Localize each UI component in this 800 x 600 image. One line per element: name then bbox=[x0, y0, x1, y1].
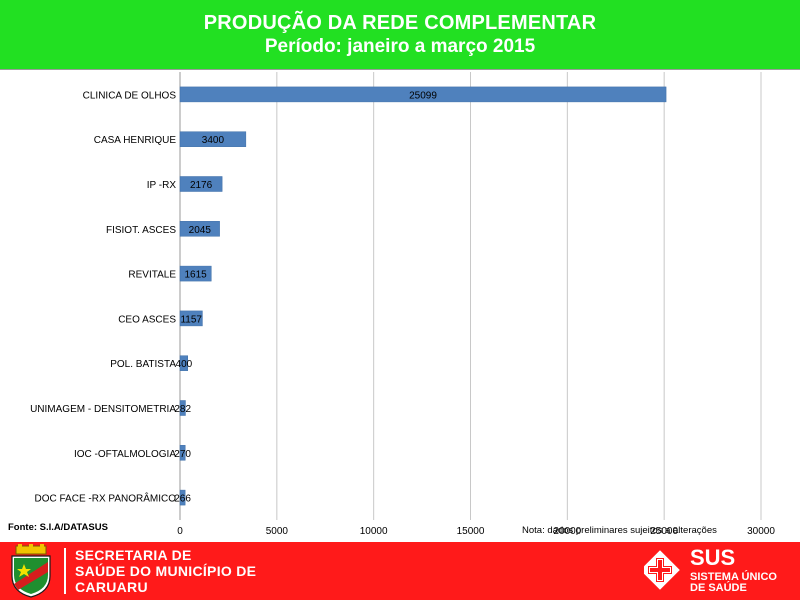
data-label: 25099 bbox=[409, 90, 437, 101]
x-tick-label: 25000 bbox=[650, 526, 678, 537]
category-label: IP -RX bbox=[147, 180, 177, 191]
sus-line-2: DE SAÚDE bbox=[690, 582, 747, 594]
data-label: 1157 bbox=[180, 314, 202, 325]
category-label: POL. BATISTA bbox=[110, 359, 176, 370]
category-label: CEO ASCES bbox=[118, 314, 176, 325]
page-title: PRODUÇÃO DA REDE COMPLEMENTAR bbox=[203, 12, 597, 34]
x-tick-label: 20000 bbox=[553, 526, 581, 537]
data-label: 282 bbox=[174, 404, 191, 415]
bar bbox=[179, 355, 188, 371]
bar-chart: 0 5000 10000 15000 20000 25000 30000 CLINICA DE… bbox=[30, 72, 775, 537]
data-label: 2045 bbox=[189, 225, 212, 236]
secretaria-line-3: CARUARU bbox=[75, 579, 148, 595]
bar bbox=[179, 265, 212, 282]
bar bbox=[179, 489, 186, 506]
x-tick-label: 10000 bbox=[360, 526, 388, 537]
header-banner: PRODUÇÃO DA REDE COMPLEMENTAR Período: j… bbox=[0, 0, 800, 70]
footer-divider bbox=[64, 548, 66, 594]
data-label: 270 bbox=[174, 449, 191, 460]
category-label: CLINICA DE OLHOS bbox=[83, 90, 177, 101]
bar bbox=[179, 310, 203, 327]
x-tick-label: 5000 bbox=[266, 526, 289, 537]
category-label: UNIMAGEM - DENSITOMETRIA bbox=[30, 404, 176, 415]
x-tick-label: 15000 bbox=[457, 526, 485, 537]
sus-logo-icon bbox=[644, 550, 680, 590]
page-subtitle: Período: janeiro a março 2015 bbox=[264, 36, 536, 57]
category-label: REVITALE bbox=[128, 270, 176, 281]
bar bbox=[179, 86, 667, 103]
caruaru-crest-icon bbox=[11, 544, 51, 598]
x-tick-label: 0 bbox=[177, 526, 183, 537]
secretaria-line-2: SAÚDE DO MUNICÍPIO DE bbox=[75, 563, 257, 579]
data-label: 266 bbox=[174, 494, 191, 505]
bar bbox=[179, 221, 220, 237]
data-label: 1615 bbox=[185, 270, 208, 281]
bar bbox=[179, 445, 186, 461]
x-tick-label: 30000 bbox=[747, 526, 775, 537]
note-text: Nota: dados preliminares sujeitos a alte… bbox=[522, 525, 717, 536]
footer-banner: SECRETARIA DE SAÚDE DO MUNICÍPIO DE CARU… bbox=[0, 542, 800, 600]
category-label: CASA HENRIQUE bbox=[94, 135, 177, 146]
data-label: 2176 bbox=[190, 180, 213, 191]
sus-abbreviation: SUS bbox=[690, 545, 736, 570]
bar bbox=[179, 131, 247, 147]
category-label: IOC -OFTALMOLOGIA bbox=[74, 449, 176, 460]
source-text: Fonte: S.I.A/DATASUS bbox=[8, 522, 108, 533]
category-label: FISIOT. ASCES bbox=[106, 225, 176, 236]
data-label: 3400 bbox=[202, 135, 225, 146]
bar bbox=[179, 400, 186, 416]
secretaria-line-1: SECRETARIA DE bbox=[75, 547, 192, 563]
category-label: DOC FACE -RX PANORÂMICO bbox=[35, 492, 177, 505]
bar bbox=[179, 176, 223, 192]
data-label: 400 bbox=[176, 359, 193, 370]
sus-line-1: SISTEMA ÚNICO bbox=[690, 571, 777, 583]
